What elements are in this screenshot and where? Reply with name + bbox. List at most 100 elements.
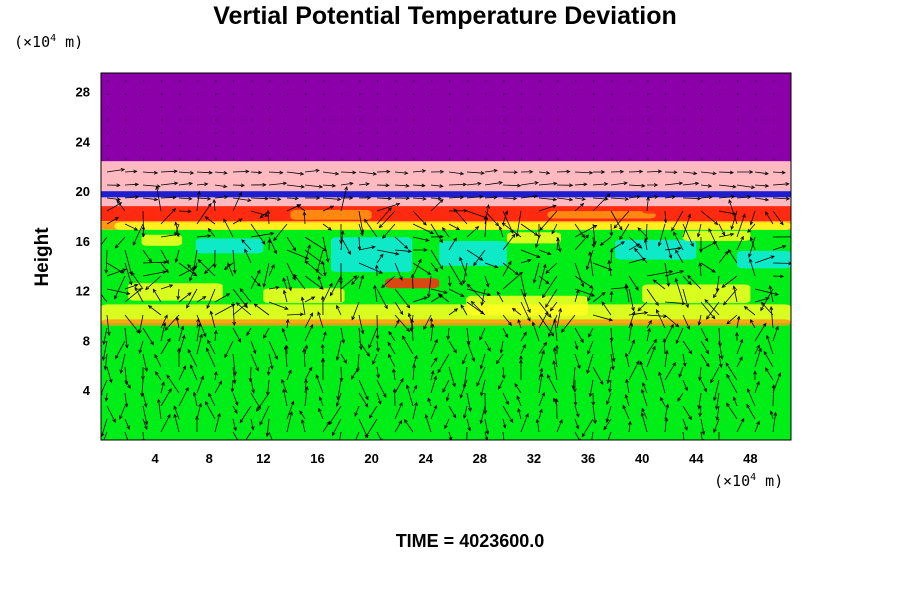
vector-arrow-head — [749, 170, 754, 174]
vector-arrow-head — [182, 365, 187, 370]
vector-arrow-head — [207, 227, 212, 233]
vector-arrow-head — [224, 353, 228, 359]
vector-arrow — [268, 236, 277, 254]
vector-arrow-head — [503, 448, 506, 451]
vector-arrow-head — [707, 183, 713, 188]
vector-arrow-head — [187, 263, 192, 269]
vector-arrow-head — [501, 222, 506, 227]
vector-arrow — [574, 197, 586, 200]
vector-arrow-head — [372, 171, 378, 176]
vector-arrow-head — [261, 240, 266, 245]
vector-arrow — [106, 197, 121, 200]
vector-arrow-head — [371, 245, 376, 250]
vector-arrow-head — [496, 290, 501, 296]
vector-arrow-head — [747, 388, 751, 393]
vector-arrow-head — [335, 402, 340, 407]
vector-arrow-head — [746, 403, 751, 409]
vector-arrow — [664, 324, 674, 342]
vector-arrow — [610, 249, 613, 264]
vector-arrow-head — [337, 197, 342, 202]
vector-arrow — [502, 272, 523, 290]
vector-arrow — [682, 405, 692, 420]
y-unit-exponent: 4 — [50, 33, 57, 44]
vector-arrow-head — [585, 265, 590, 271]
vector-arrow — [304, 324, 314, 342]
vector-arrow-head — [167, 388, 172, 393]
x-tick-label: 4 — [152, 451, 160, 466]
vector-arrow-head — [316, 196, 321, 200]
vector-arrow — [322, 421, 331, 433]
vector-arrow — [770, 411, 774, 420]
vector-arrow-head — [100, 445, 103, 448]
vector-arrow — [376, 197, 392, 200]
vector-arrow — [259, 405, 270, 426]
vector-arrow — [124, 314, 140, 334]
vector-arrow-head — [652, 279, 657, 284]
vector-arrow-head — [527, 317, 531, 322]
vector-arrow-head — [245, 169, 250, 174]
vector-arrow — [769, 285, 774, 303]
vector-arrow-head — [209, 310, 214, 315]
vector-arrow — [448, 275, 451, 287]
vector-arrow-head — [736, 315, 741, 320]
vector-arrow — [283, 290, 288, 303]
vector-arrow — [160, 182, 178, 186]
vector-arrow-head — [340, 230, 345, 235]
vector-arrow — [697, 223, 702, 237]
vector-arrow-head — [666, 282, 671, 288]
field-patch — [642, 284, 751, 304]
vector-arrow-head — [765, 367, 769, 372]
vector-arrow-head — [665, 403, 670, 408]
vector-arrow — [286, 275, 292, 291]
vector-arrow-head — [399, 378, 404, 383]
vector-arrow — [447, 327, 450, 340]
vector-arrow — [646, 170, 662, 173]
vector-arrow — [572, 366, 576, 389]
vector-arrow-head — [148, 258, 152, 263]
field-patch — [141, 234, 183, 246]
vector-arrow — [718, 223, 725, 236]
vector-arrow-head — [496, 360, 500, 365]
vector-arrow — [322, 236, 329, 262]
field-patch — [290, 209, 372, 220]
vector-arrow — [772, 385, 775, 407]
vector-arrow — [142, 327, 154, 345]
vector-arrow — [103, 431, 108, 440]
y-unit-prefix: (×10 — [14, 33, 51, 51]
vector-arrow-head — [181, 334, 186, 339]
vector-arrow-head — [672, 362, 676, 367]
vector-arrow-head — [480, 301, 485, 307]
vector-arrow — [588, 327, 594, 338]
vector-arrow — [231, 379, 234, 392]
vector-arrow — [484, 275, 489, 287]
vector-arrow-head — [552, 347, 557, 352]
vector-arrow — [394, 301, 404, 315]
vector-arrow-head — [315, 268, 320, 274]
vector-arrow — [682, 171, 697, 175]
vector-arrow-head — [173, 413, 178, 418]
vector-arrow-head — [128, 445, 131, 448]
vector-arrow-head — [421, 169, 427, 173]
vector-arrow-head — [486, 292, 492, 297]
vector-arrow-head — [275, 448, 278, 451]
vector-arrow-head — [134, 283, 139, 288]
vector-arrow — [498, 379, 504, 390]
vector-arrow-head — [664, 417, 669, 422]
vector-arrow-head — [717, 450, 720, 453]
vector-arrow — [412, 259, 422, 277]
vector-arrow — [728, 249, 738, 264]
x-tick-label: 8 — [206, 451, 213, 466]
vector-arrow — [106, 169, 125, 173]
vector-arrow-head — [263, 334, 267, 339]
vector-arrow — [448, 366, 456, 387]
vector-arrow-head — [532, 279, 537, 284]
vector-arrow-head — [406, 327, 411, 333]
vector-arrow-head — [338, 275, 343, 280]
vector-arrow-head — [541, 294, 546, 299]
vector-arrow — [664, 262, 670, 287]
vector-arrow-head — [374, 264, 379, 269]
vector-arrow-head — [237, 338, 242, 343]
vector-arrow-head — [347, 250, 351, 255]
vector-arrow-head — [575, 288, 580, 294]
vector-arrow — [761, 302, 774, 316]
